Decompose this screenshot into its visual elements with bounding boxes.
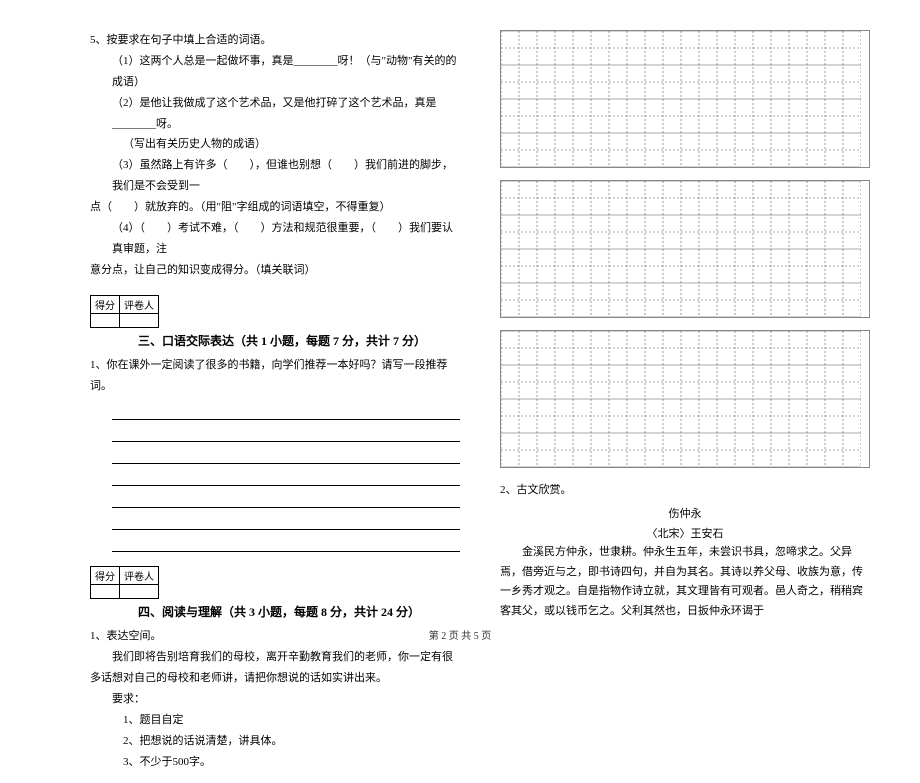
req-item: 3、不少于500字。 xyxy=(90,752,460,773)
q5-item: （3）虽然路上有许多（ ），但谁也别想（ ）我们前进的脚步，我们是不会受到一 xyxy=(90,155,460,197)
passage-body: 金溪民方仲永，世隶耕。仲永生五年，未尝识书具，忽啼求之。父异焉，借旁近与之，即书… xyxy=(500,543,870,622)
section3-q1: 1、你在课外一定阅读了很多的书籍，向学们推荐一本好吗？请写一段推荐词。 xyxy=(90,355,460,397)
writing-grid xyxy=(500,330,870,468)
q5-item: （写出有关历史人物的成语） xyxy=(90,134,460,155)
q5-item: （1）这两个人总是一起做坏事，真是________呀！（与"动物"有关的的成语） xyxy=(90,51,460,93)
req-label: 要求： xyxy=(90,689,460,710)
q5-item: （2）是他让我做成了这个艺术品，又是他打碎了这个艺术品，真是________呀。 xyxy=(90,93,460,135)
score-cell xyxy=(120,313,159,327)
passage-author: 〈北宋〉王安石 xyxy=(500,525,870,541)
q5-item: 意分点，让自己的知识变成得分。（填关联词） xyxy=(90,260,460,281)
score-header-score: 得分 xyxy=(91,295,120,313)
blank-line xyxy=(112,402,460,420)
page-footer: 第 2 页 共 5 页 xyxy=(0,627,920,642)
section4-title: 四、阅读与理解（共 3 小题，每题 8 分，共计 24 分） xyxy=(138,603,460,620)
blank-line xyxy=(112,490,460,508)
q5-item: 点（ ）就放弃的。（用"阻"字组成的词语填空，不得重复） xyxy=(90,197,460,218)
blank-line xyxy=(112,424,460,442)
writing-grid xyxy=(500,30,870,168)
score-cell xyxy=(91,313,120,327)
req-item: 2、把想说的话说清楚，讲具体。 xyxy=(90,731,460,752)
section4-q1-body: 我们即将告别培育我们的母校，离开辛勤教育我们的老师，你一定有很多话想对自己的母校… xyxy=(90,647,460,689)
score-cell xyxy=(91,585,120,599)
req-item: 1、题目自定 xyxy=(90,710,460,731)
writing-grid xyxy=(500,180,870,318)
score-header-grader: 评卷人 xyxy=(120,295,159,313)
blank-line xyxy=(112,512,460,530)
score-header-grader: 评卷人 xyxy=(120,567,159,585)
blank-line xyxy=(112,446,460,464)
score-cell xyxy=(120,585,159,599)
blank-line xyxy=(112,534,460,552)
section3-title: 三、口语交际表达（共 1 小题，每题 7 分，共计 7 分） xyxy=(138,332,460,349)
q5-stem: 5、按要求在句子中填上合适的词语。 xyxy=(90,30,460,51)
score-table: 得分 评卷人 xyxy=(90,566,159,599)
left-column: 5、按要求在句子中填上合适的词语。 （1）这两个人总是一起做坏事，真是_____… xyxy=(80,30,480,773)
score-header-score: 得分 xyxy=(91,567,120,585)
page-container: 5、按要求在句子中填上合适的词语。 （1）这两个人总是一起做坏事，真是_____… xyxy=(0,0,920,783)
passage-title: 伤仲永 xyxy=(500,505,870,521)
right-column: 2、古文欣赏。 伤仲永 〈北宋〉王安石 金溪民方仲永，世隶耕。仲永生五年，未尝识… xyxy=(480,30,880,773)
q2-label: 2、古文欣赏。 xyxy=(500,480,870,501)
answer-lines xyxy=(112,402,460,552)
blank-line xyxy=(112,468,460,486)
score-table: 得分 评卷人 xyxy=(90,295,159,328)
q5-item: （4）（ ）考试不难，（ ）方法和规范很重要，（ ）我们要认真审题，注 xyxy=(90,218,460,260)
